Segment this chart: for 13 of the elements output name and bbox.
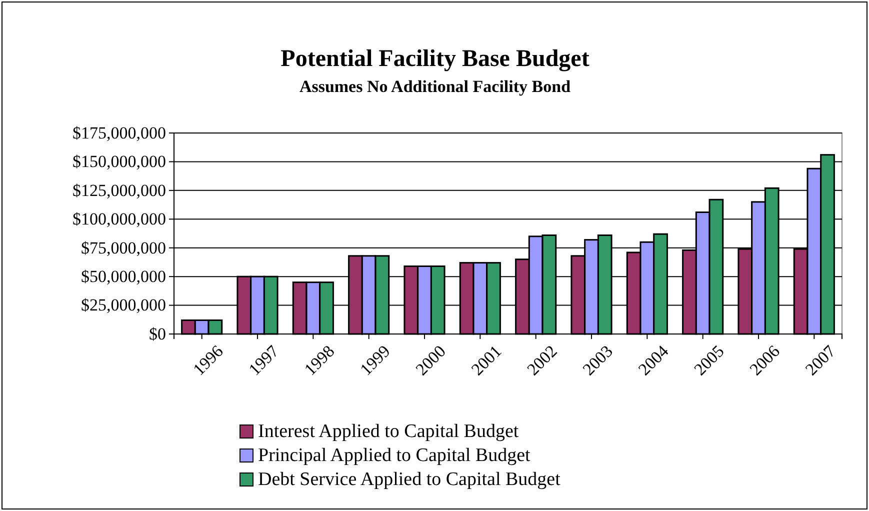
- chart-title: Potential Facility Base Budget: [280, 46, 590, 72]
- legend-label: Debt Service Applied to Capital Budget: [258, 469, 562, 490]
- y-tick-label: $25,000,000: [81, 296, 166, 315]
- y-tick-label: $50,000,000: [81, 267, 166, 286]
- legend-label: Principal Applied to Capital Budget: [258, 445, 532, 466]
- y-tick-label: $175,000,000: [72, 123, 166, 142]
- y-tick-label: $100,000,000: [72, 210, 166, 229]
- chart-subtitle: Assumes No Additional Facility Bond: [299, 77, 572, 96]
- y-tick-label: $125,000,000: [72, 180, 166, 200]
- y-tick-label: $75,000,000: [81, 238, 166, 258]
- y-tick-label: $150,000,000: [72, 152, 166, 172]
- legend-label: Interest Applied to Capital Budget: [258, 421, 520, 442]
- y-tick-label: $0: [149, 324, 166, 344]
